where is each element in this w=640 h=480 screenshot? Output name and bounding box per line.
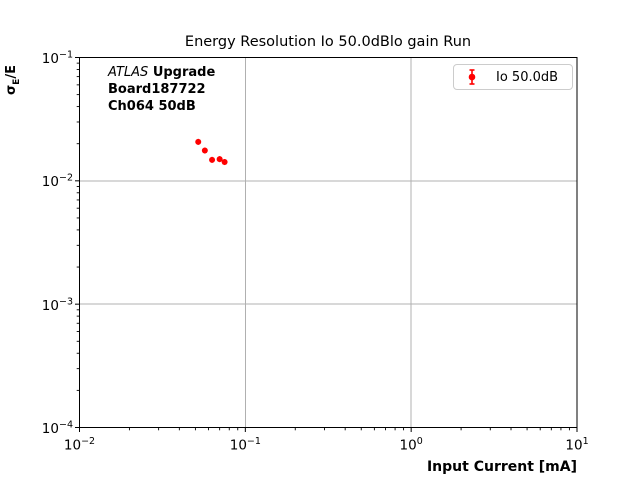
annotation-atlas: ATLAS	[108, 65, 149, 80]
data-point	[201, 147, 208, 154]
legend-label: Io 50.0dB	[496, 69, 559, 85]
annotation-upgrade: Upgrade	[152, 65, 216, 80]
annotation-line-2: Board187722	[108, 82, 206, 97]
annotation-line-1: ATLAS Upgrade	[108, 64, 215, 81]
y-tick-label: 10−4	[41, 419, 73, 437]
chart-title: Energy Resolution Io 50.0dBlo gain Run	[184, 34, 472, 50]
data-point	[209, 156, 216, 163]
x-tick-label: 10−1	[229, 436, 261, 454]
x-tick-label: 10−2	[63, 436, 96, 454]
annotation-block: ATLAS Upgrade Board187722 Ch064 50dB	[108, 64, 215, 115]
annotation-line-3: Ch064 50dB	[108, 99, 196, 114]
data-point	[195, 138, 202, 145]
y-tick-label: 10−1	[41, 49, 73, 67]
x-tick-label: 100	[399, 436, 423, 454]
x-tick-label: 101	[565, 436, 589, 454]
legend-box: Io 50.0dB	[453, 64, 573, 90]
legend-errorbar-icon	[468, 69, 476, 85]
y-tick-label: 10−3	[41, 295, 73, 314]
data-point	[221, 159, 228, 166]
x-axis-label: Input Current [mA]	[426, 459, 577, 475]
data-point	[216, 156, 223, 163]
y-axis-label: σE/E	[4, 65, 22, 95]
y-tick-label: 10−2	[41, 172, 73, 191]
